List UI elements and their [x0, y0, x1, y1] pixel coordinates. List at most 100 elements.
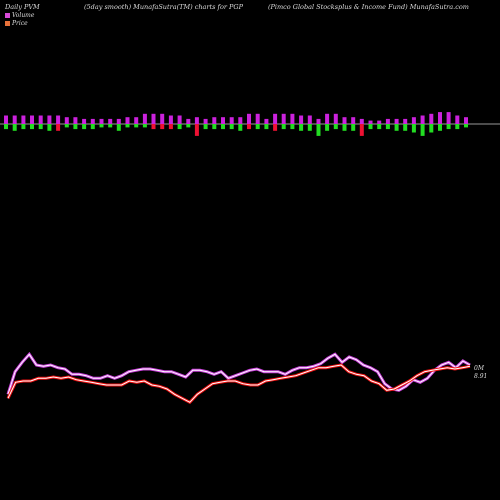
volume-bar-up: [455, 115, 460, 124]
legend-price-label: Price: [12, 20, 28, 27]
volume-bar-down: [56, 124, 61, 131]
volume-bar-up: [212, 117, 217, 124]
volume-bar-up: [90, 118, 95, 124]
volume-bar-down: [4, 124, 8, 130]
volume-bar-up: [299, 115, 304, 124]
volume-bar-down: [333, 124, 338, 130]
volume-bar-up: [325, 113, 330, 124]
chart-title-left: Daily PVM: [5, 3, 40, 11]
volume-bar-down: [438, 124, 442, 131]
volume-bar-up: [464, 117, 468, 124]
volume-bar-down: [325, 124, 330, 131]
volume-bar-down: [177, 124, 182, 130]
volume-bar-down: [90, 124, 95, 130]
volume-bar-up: [73, 117, 78, 124]
volume-bar-up: [64, 117, 69, 124]
volume-bar-up: [221, 117, 225, 124]
series-line-red-core: [7, 364, 471, 403]
legend-volume-swatch: [5, 13, 10, 18]
volume-bar-up: [368, 120, 373, 124]
volume-bar-down: [377, 124, 382, 130]
volume-bar-down: [212, 124, 217, 130]
volume-bar-up: [177, 115, 182, 124]
volume-bar-up: [160, 113, 165, 124]
volume-bar-down: [316, 124, 321, 136]
volume-bars: [4, 112, 468, 136]
volume-bar-up: [403, 118, 408, 124]
volume-bar-up: [307, 115, 312, 124]
volume-bar-down: [151, 124, 156, 130]
volume-bar-down: [403, 124, 408, 131]
volume-bar-down: [116, 124, 121, 131]
volume-bar-down: [368, 124, 373, 130]
chart-title-middle: (5day smooth) MunafaSutra(TM) charts for…: [84, 3, 243, 11]
volume-bar-down: [264, 124, 269, 130]
volume-bar-up: [394, 118, 399, 124]
volume-bar-up: [47, 115, 52, 124]
volume-bar-up: [264, 118, 269, 124]
legend-price-swatch: [5, 21, 10, 26]
volume-bar-up: [420, 115, 425, 124]
end-label-price: 8.91: [474, 373, 487, 380]
volume-bar-up: [12, 115, 17, 124]
volume-bar-up: [342, 117, 347, 124]
legend-volume: Volume: [5, 12, 34, 19]
volume-bar-down: [38, 124, 43, 130]
volume-bar-down: [221, 124, 225, 130]
volume-bar-down: [64, 124, 69, 128]
volume-bar-down: [342, 124, 347, 131]
volume-bar-down: [160, 124, 165, 130]
volume-bar-down: [82, 124, 87, 130]
volume-bar-down: [446, 124, 451, 130]
volume-bar-down: [255, 124, 260, 130]
volume-bar-down: [351, 124, 356, 131]
volume-bar-up: [4, 115, 8, 124]
volume-bar-down: [186, 124, 191, 128]
volume-bar-down: [281, 124, 286, 130]
volume-bar-down: [203, 124, 208, 130]
volume-bar-down: [299, 124, 304, 131]
volume-bar-up: [38, 115, 43, 124]
volume-bar-up: [359, 118, 364, 124]
end-label-volume: 0M: [474, 365, 485, 372]
volume-bar-up: [229, 117, 234, 124]
volume-bar-down: [21, 124, 26, 130]
volume-bar-down: [12, 124, 17, 131]
volume-bar-up: [194, 117, 199, 124]
volume-bar-up: [125, 117, 130, 124]
volume-bar-down: [108, 124, 113, 128]
chart-title-right: (Pimco Global Stocksplus & Income Fund) …: [268, 3, 469, 11]
volume-bar-up: [238, 117, 243, 124]
volume-bar-down: [238, 124, 243, 131]
volume-bar-up: [446, 112, 451, 124]
volume-bar-up: [151, 113, 156, 124]
volume-bar-up: [333, 113, 338, 124]
volume-bar-up: [116, 118, 121, 124]
volume-bar-up: [82, 118, 87, 124]
volume-bar-up: [134, 117, 139, 124]
volume-bar-down: [273, 124, 278, 131]
volume-bar-up: [351, 117, 356, 124]
volume-bar-up: [56, 115, 61, 124]
volume-bar-down: [307, 124, 312, 131]
volume-bar-down: [30, 124, 34, 130]
volume-bar-up: [99, 118, 104, 124]
volume-bar-up: [273, 113, 278, 124]
volume-bar-down: [168, 124, 173, 130]
volume-bar-down: [73, 124, 78, 130]
volume-bar-down: [429, 124, 434, 133]
volume-bar-up: [255, 113, 260, 124]
series-line-red: [6, 363, 471, 405]
volume-bar-up: [203, 118, 208, 124]
legend-price: Price: [5, 20, 28, 27]
volume-bar-down: [420, 124, 425, 136]
volume-bar-up: [108, 118, 113, 124]
volume-bar-down: [142, 124, 147, 128]
volume-bar-down: [411, 124, 416, 133]
volume-bar-up: [290, 113, 295, 124]
volume-bar-up: [281, 113, 286, 124]
volume-bar-up: [411, 117, 416, 124]
volume-bar-down: [394, 124, 399, 131]
